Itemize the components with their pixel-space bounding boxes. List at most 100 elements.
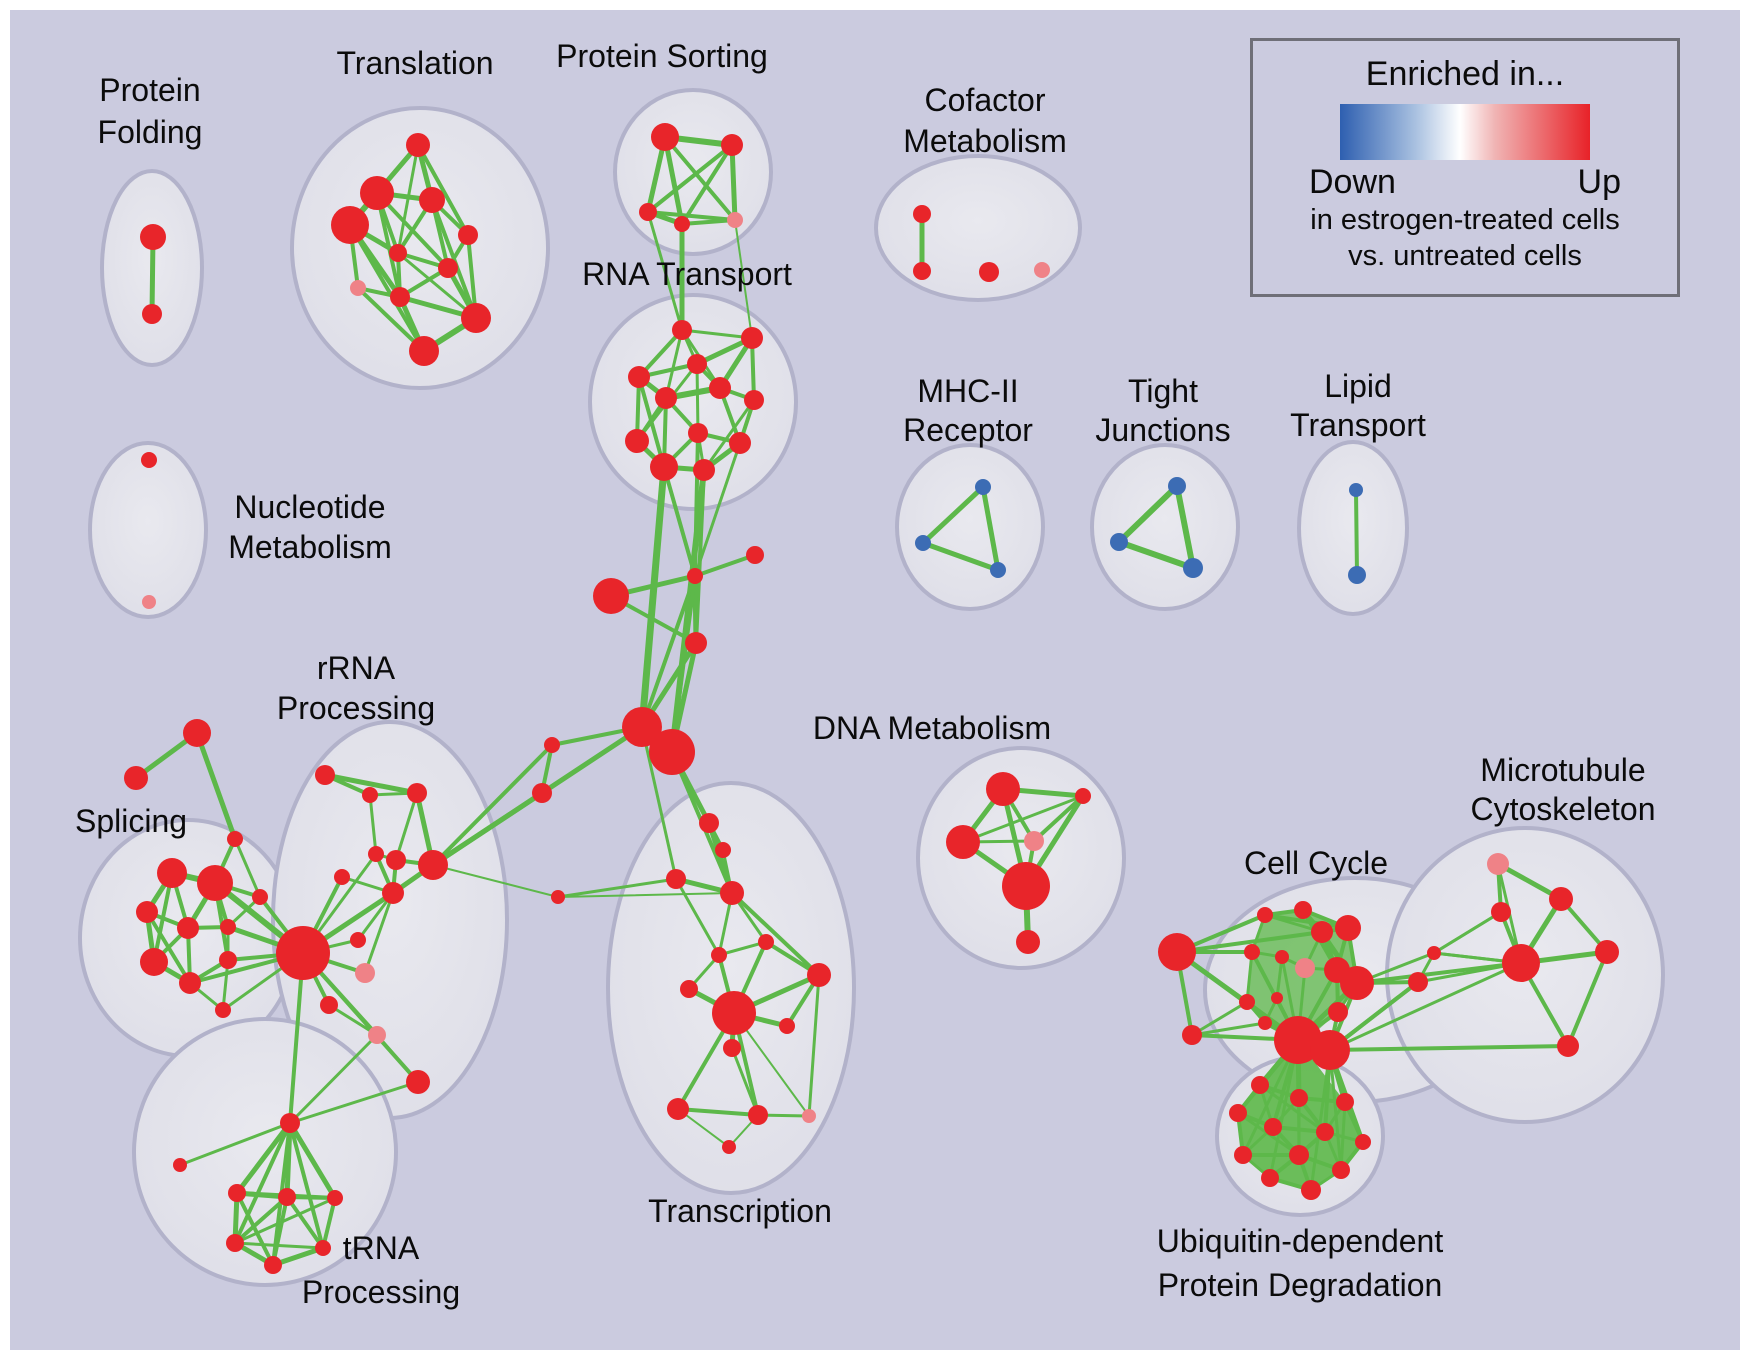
gene-set-node-translation-10: [409, 336, 439, 366]
edge-rrna-processing-16: [363, 891, 395, 975]
gene-set-node-trna-processing-5: [226, 1234, 244, 1252]
gene-set-node-trna-processing-4: [327, 1190, 343, 1206]
edge-cell-cycle-45: [1263, 913, 1350, 930]
gene-set-node-rna-transport-8: [729, 432, 751, 454]
gene-set-node-splicing-5: [252, 889, 268, 905]
edge-trna-processing-19: [233, 1241, 325, 1250]
inter-cluster-edge-30: [1355, 961, 1523, 985]
gene-set-node-cell-cycle-12: [1271, 992, 1283, 1004]
edge-trna-processing-17: [233, 1196, 337, 1245]
gene-set-node-cofactor-metabolism-3: [1034, 262, 1050, 278]
cluster-ellipse-rna-transport: [588, 293, 798, 511]
gene-set-node-transcription-10: [779, 1018, 795, 1034]
gene-set-node-translation-2: [419, 187, 445, 213]
gene-set-node-splicing-6: [136, 901, 158, 923]
gene-set-node-mhc-ii-receptor-1: [915, 535, 931, 551]
gene-set-node-translation-4: [458, 225, 478, 245]
gene-set-node-transcription-11: [723, 1039, 741, 1057]
edge-cell-cycle-22: [1245, 950, 1254, 1004]
edge-trna-processing-11: [271, 1195, 289, 1267]
edge-tight-junctions-0: [1116, 483, 1180, 545]
gene-set-node-rrna-processing-12: [350, 932, 366, 948]
gene-set-node-cell-cycle-2: [1257, 907, 1273, 923]
gene-set-node-translation-1: [360, 176, 394, 210]
gene-set-node-trna-processing-7: [315, 1240, 331, 1256]
gene-set-node-rrna-processing-2: [407, 783, 427, 803]
gene-set-node-lipid-transport-0: [1349, 483, 1363, 497]
edge-connector-chain-2: [693, 553, 757, 578]
legend-title: Enriched in...: [1365, 55, 1565, 93]
legend-box: Enriched in... Down Up in estrogen-treat…: [1250, 38, 1680, 297]
cluster-label-splicing: Splicing: [75, 803, 187, 839]
gene-set-node-trna-processing-1: [173, 1158, 187, 1172]
inter-cluster-edge-7: [662, 465, 697, 578]
gene-set-node-cell-cycle-14: [1328, 1002, 1348, 1022]
edge-lipid-transport-0: [1354, 488, 1359, 577]
legend-subtitle-line2: vs. untreated cells: [1348, 240, 1582, 272]
gene-set-node-translation-9: [461, 303, 491, 333]
cluster-label-mhc-ii-receptor-line2: Receptor: [903, 412, 1033, 448]
cluster-label-lipid-transport-line1: Lipid: [1324, 368, 1392, 404]
edge-trna-processing-10: [233, 1195, 289, 1245]
gene-set-node-rrna-processing-10: [406, 1070, 430, 1094]
gene-set-node-connector-chain-0: [593, 578, 629, 614]
gene-set-node-splicing-11: [219, 951, 237, 969]
gene-set-node-connector-chain-5: [649, 729, 695, 775]
gene-set-node-dna-metabolism-5: [1016, 930, 1040, 954]
cluster-label-rrna-processing-line2: Processing: [277, 690, 435, 726]
gene-set-node-transcription-12: [667, 1098, 689, 1120]
gene-set-node-ubiquitin-degradation-5: [1316, 1123, 1334, 1141]
edge-transcription-21: [676, 1107, 760, 1117]
cluster-label-ubiquitin-degradation-line2: Protein Degradation: [1158, 1267, 1443, 1303]
edge-transcription-27: [717, 940, 768, 957]
gene-set-node-translation-7: [350, 280, 366, 296]
inter-cluster-edge-0: [646, 210, 684, 332]
gene-set-node-trna-processing-6: [264, 1256, 282, 1274]
cluster-ellipse-mhc-ii-receptor: [895, 443, 1045, 611]
edge-mhc-ii-receptor-2: [980, 484, 1001, 573]
gene-set-node-rrna-processing-9: [368, 1026, 386, 1044]
gene-set-node-mhc-ii-receptor-0: [975, 479, 991, 495]
edge-connector-chain-10: [640, 574, 697, 729]
legend-axis-labels: Down Up: [1309, 164, 1621, 200]
gene-set-node-rrna-processing-8: [355, 963, 375, 983]
edge-splicing-21: [152, 871, 174, 964]
cluster-label-transcription: Transcription: [648, 1193, 832, 1229]
edge-ubiquitin-degradation-26: [1339, 1100, 1347, 1172]
gene-set-node-transcription-0: [699, 813, 719, 833]
gene-set-node-tight-junctions-1: [1110, 533, 1128, 551]
gene-set-node-splicing-1: [124, 766, 148, 790]
gene-set-node-dna-metabolism-1: [1075, 788, 1091, 804]
edge-cell-cycle-6: [1190, 1000, 1249, 1037]
cluster-label-nucleotide-metabolism-line1: Nucleotide: [234, 489, 385, 525]
cluster-label-rna-transport: RNA Transport: [582, 256, 792, 292]
gene-set-node-protein-sorting-2: [639, 203, 657, 221]
gene-set-node-ubiquitin-degradation-7: [1234, 1146, 1252, 1164]
gene-set-node-protein-sorting-1: [721, 134, 743, 156]
gene-set-node-translation-6: [438, 258, 458, 278]
gene-set-node-ubiquitin-degradation-2: [1336, 1093, 1354, 1111]
gene-set-node-splicing-2: [227, 831, 243, 847]
cluster-ellipse-nucleotide-metabolism: [88, 441, 208, 619]
edge-rna-transport-28: [702, 398, 756, 472]
gene-set-node-cell-cycle-15: [1274, 1016, 1322, 1064]
edge-dna-metabolism-4: [1032, 794, 1085, 843]
gene-set-node-ubiquitin-degradation-11: [1301, 1180, 1321, 1200]
cluster-label-ubiquitin-degradation-line1: Ubiquitin-dependent: [1157, 1223, 1444, 1259]
edge-transcription-7: [556, 877, 678, 899]
gene-set-node-transcription-14: [802, 1109, 816, 1123]
gene-set-node-cell-cycle-4: [1311, 921, 1333, 943]
edge-trna-processing-15: [235, 1191, 275, 1267]
gene-set-node-protein-folding-0: [140, 224, 166, 250]
cluster-ellipse-lipid-transport: [1297, 440, 1409, 616]
legend-down-label: Down: [1309, 163, 1396, 201]
cluster-label-protein-folding-line2: Folding: [98, 114, 203, 150]
edge-transcription-28: [807, 973, 821, 1118]
gene-set-node-dna-metabolism-0: [986, 772, 1020, 806]
gene-set-node-splicing-8: [220, 919, 236, 935]
edge-rrna-processing-5: [394, 791, 419, 862]
edge-translation-26: [396, 143, 420, 255]
gene-set-node-cell-cycle-16: [1310, 1030, 1350, 1070]
gene-set-node-protein-sorting-4: [727, 212, 743, 228]
